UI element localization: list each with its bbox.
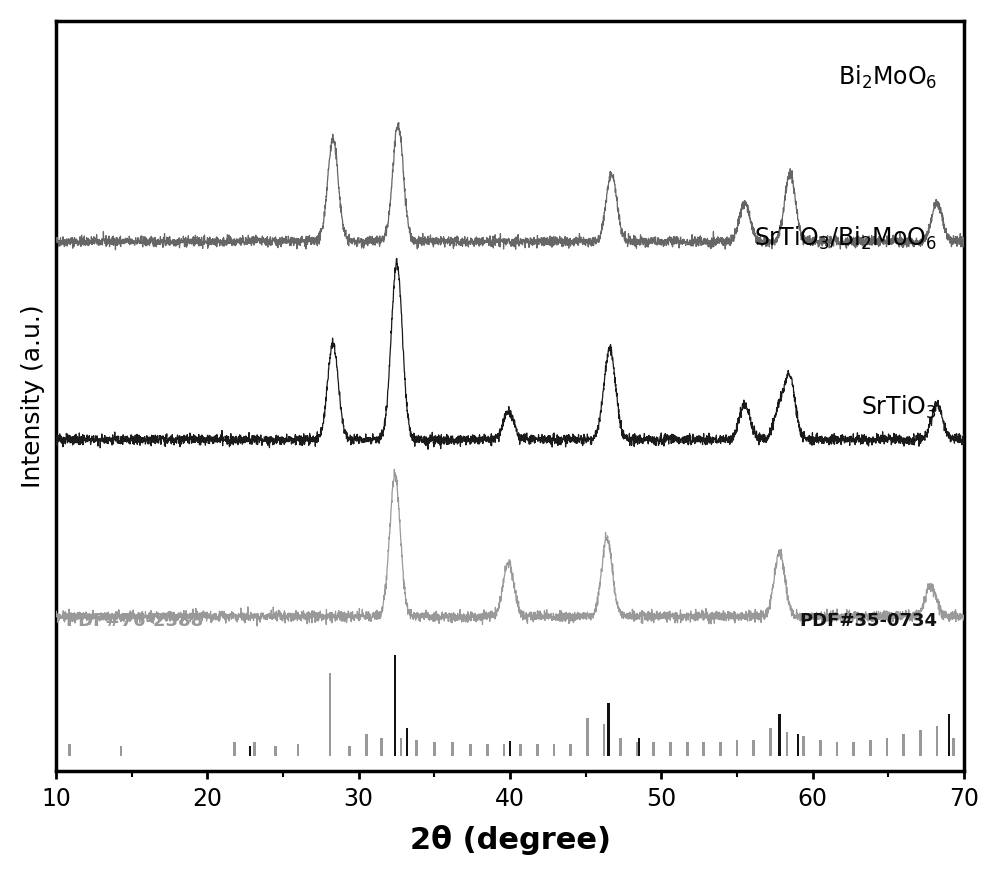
Bar	[636, 742, 639, 757]
Bar	[569, 745, 572, 757]
Bar	[869, 740, 872, 757]
Bar	[736, 740, 738, 757]
X-axis label: 2θ (degree): 2θ (degree)	[410, 825, 611, 855]
Bar	[233, 742, 236, 757]
Text: Bi$_2$MoO$_6$: Bi$_2$MoO$_6$	[838, 63, 937, 91]
Bar	[819, 740, 822, 757]
Text: SrTiO$_3$/Bi$_2$MoO$_6$: SrTiO$_3$/Bi$_2$MoO$_6$	[754, 224, 937, 252]
Bar	[619, 738, 622, 757]
Bar	[638, 738, 640, 757]
Bar	[486, 745, 489, 757]
Bar	[249, 746, 251, 757]
Bar	[274, 746, 277, 757]
Bar	[652, 742, 655, 757]
Bar	[348, 746, 351, 757]
Text: SrTiO$_3$: SrTiO$_3$	[861, 393, 937, 420]
Bar	[68, 745, 71, 757]
Bar	[786, 732, 788, 757]
Bar	[120, 746, 122, 757]
Bar	[469, 745, 472, 757]
Bar	[702, 742, 705, 757]
Bar	[607, 703, 610, 757]
Text: PDF#35-0734: PDF#35-0734	[799, 611, 937, 630]
Bar	[586, 717, 589, 757]
Bar	[902, 734, 905, 757]
Bar	[380, 738, 383, 757]
Bar	[669, 742, 672, 757]
Bar	[394, 654, 396, 757]
Bar	[778, 714, 781, 757]
Bar	[253, 742, 256, 757]
Bar	[886, 738, 888, 757]
Bar	[433, 742, 436, 757]
Bar	[406, 728, 408, 757]
Bar	[509, 741, 511, 757]
Bar	[686, 742, 689, 757]
Bar	[836, 742, 838, 757]
Bar	[415, 740, 418, 757]
Text: PDF#76-2388: PDF#76-2388	[65, 611, 203, 630]
Bar	[451, 742, 454, 757]
Bar	[919, 730, 922, 757]
Bar	[603, 724, 605, 757]
Bar	[329, 673, 331, 757]
Bar	[553, 745, 555, 757]
Bar	[948, 714, 950, 757]
Bar	[536, 745, 539, 757]
Bar	[719, 742, 722, 757]
Bar	[519, 745, 522, 757]
Bar	[802, 736, 805, 757]
Bar	[952, 738, 955, 757]
Bar	[936, 726, 938, 757]
Bar	[400, 738, 402, 757]
Bar	[297, 745, 299, 757]
Bar	[752, 740, 755, 757]
Bar	[852, 742, 855, 757]
Bar	[503, 745, 505, 757]
Bar	[769, 728, 772, 757]
Y-axis label: Intensity (a.u.): Intensity (a.u.)	[21, 304, 45, 488]
Bar	[797, 734, 799, 757]
Bar	[365, 734, 368, 757]
